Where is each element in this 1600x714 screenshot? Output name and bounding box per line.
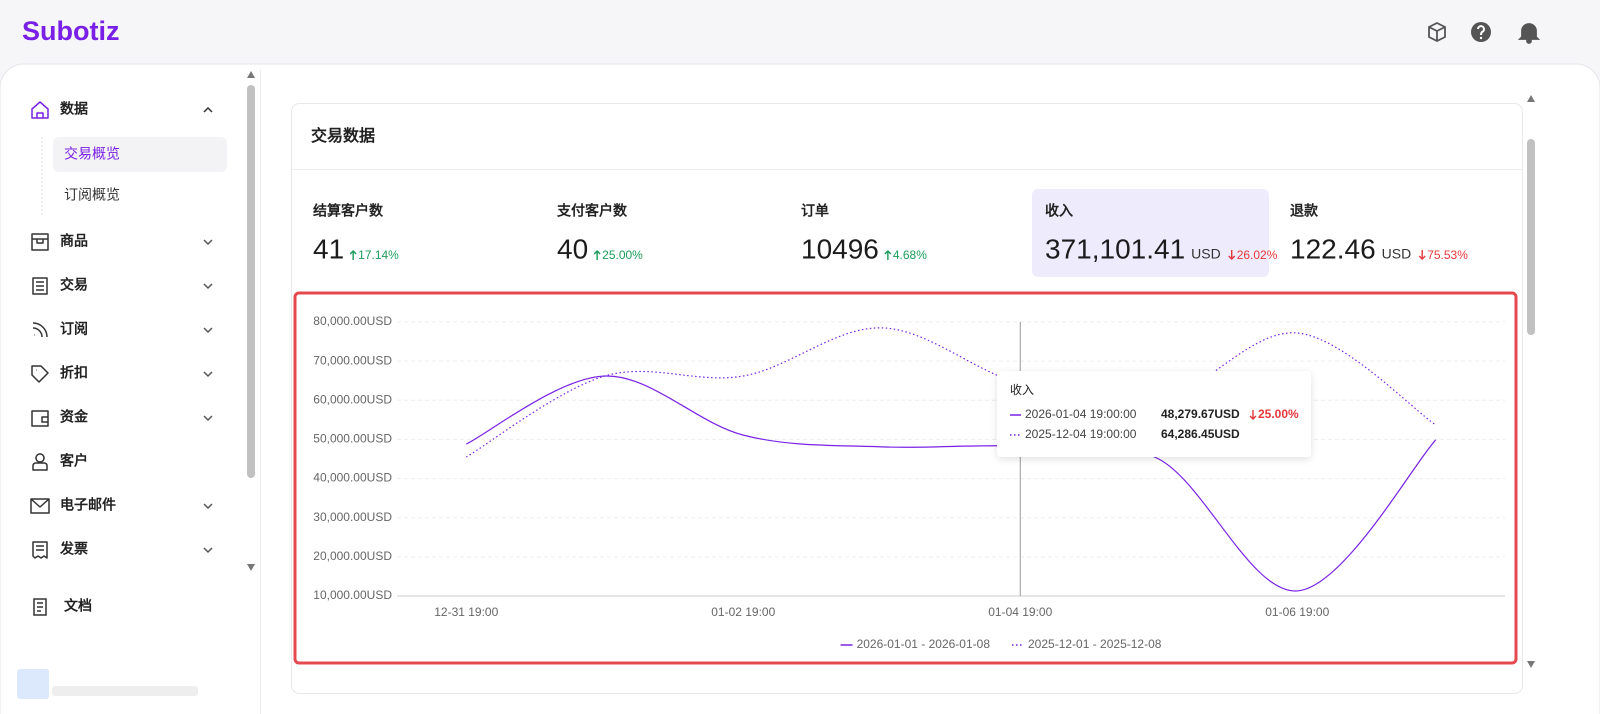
x-tick-label: 01-06 19:00: [1265, 605, 1329, 619]
card-title: 交易数据: [311, 126, 375, 145]
stat-unit: USD: [1382, 246, 1412, 262]
chevron-down: [203, 283, 213, 290]
legend-item[interactable]: 2025-12-01 - 2025-12-08: [1012, 637, 1162, 651]
arrow-down: [1249, 410, 1257, 420]
stat-selected-bg: [1032, 189, 1269, 277]
notification-icon[interactable]: [1517, 23, 1541, 44]
stat-change: 17.14%: [358, 248, 399, 262]
y-tick-label: 30,000.00USD: [313, 510, 392, 524]
stat-label: 支付客户数: [556, 203, 628, 219]
menu-item[interactable]: 资金: [60, 409, 89, 425]
legend-label: 2025-12-01 - 2025-12-08: [1028, 637, 1162, 651]
help-icon[interactable]: [1471, 22, 1491, 42]
chevron-down: [203, 547, 213, 554]
scroll-down[interactable]: [247, 564, 255, 571]
avatar[interactable]: [17, 669, 49, 699]
chevron-down: [203, 415, 213, 422]
stat-value: 122.46: [1290, 233, 1376, 264]
stat-label: 退款: [1290, 203, 1319, 219]
y-tick-label: 50,000.00USD: [313, 432, 392, 446]
line-series: [465, 327, 1437, 458]
docs-icon: [33, 598, 47, 616]
arrow-down: [1228, 250, 1236, 260]
submenu-active-bg: [53, 137, 227, 172]
submenu-item[interactable]: 订阅概览: [64, 187, 120, 203]
chevron-up: [203, 106, 213, 113]
arrow-up: [884, 250, 892, 260]
chevron-down: [203, 239, 213, 246]
arrow-down: [1418, 250, 1426, 260]
menu-item[interactable]: 订阅: [60, 321, 88, 337]
arrow-up: [349, 250, 357, 260]
y-tick-label: 60,000.00USD: [313, 392, 392, 406]
menu-icon: [32, 277, 48, 295]
chevron-down: [203, 327, 213, 334]
stat-value: 10496: [801, 233, 879, 264]
y-tick-label: 20,000.00USD: [313, 549, 392, 563]
account-name: [52, 686, 198, 696]
menu-item[interactable]: 电子邮件: [60, 497, 116, 513]
chart-highlight: [293, 291, 1518, 665]
tooltip-time: 2025-12-04 19:00:00: [1025, 427, 1137, 441]
chevron-down: [203, 371, 213, 378]
scroll-down[interactable]: [1527, 661, 1535, 668]
menu-icon: [31, 101, 49, 119]
scroll-up[interactable]: [247, 71, 255, 78]
tooltip-change: 25.00%: [1258, 407, 1299, 421]
menu-item[interactable]: 交易: [60, 277, 88, 293]
menu-item[interactable]: 数据: [60, 101, 88, 117]
scroll-up[interactable]: [1527, 95, 1535, 102]
menu-icon: [32, 322, 48, 338]
menu-item[interactable]: 商品: [60, 233, 88, 249]
line-series: [465, 375, 1437, 592]
submenu-item[interactable]: 交易概览: [64, 146, 120, 162]
x-tick-label: 01-02 19:00: [711, 605, 775, 619]
package-icon[interactable]: [1428, 21, 1446, 43]
tooltip-value: 48,279.67USD: [1161, 407, 1240, 421]
arrow-up: [593, 250, 601, 260]
menu-icon: [30, 498, 50, 514]
legend-item[interactable]: 2026-01-01 - 2026-01-08: [840, 637, 991, 651]
stat-value: 371,101.41: [1045, 233, 1185, 264]
header-icons: [1428, 21, 1541, 44]
stat-change: 25.00%: [602, 248, 643, 262]
y-tick-label: 40,000.00USD: [313, 471, 392, 485]
menu-item[interactable]: 发票: [59, 541, 88, 557]
menu-item[interactable]: 客户: [59, 453, 88, 469]
tooltip: 收入 2026-01-04 19:00:00 48,279.67USD 25.00% 2…: [997, 371, 1311, 457]
y-tick-label: 10,000.00USD: [313, 588, 392, 602]
menu-icon: [32, 541, 48, 559]
menu-icon: [32, 453, 48, 471]
tooltip-value: 64,286.45USD: [1161, 427, 1240, 441]
brand[interactable]: Subotiz: [22, 16, 119, 46]
menu-icon: [31, 233, 49, 251]
menu-icon: [31, 365, 49, 383]
stat-label: 结算客户数: [313, 203, 384, 219]
stat-value: 40: [557, 233, 588, 264]
y-tick-label: 70,000.00USD: [313, 353, 392, 367]
stat-label: 收入: [1045, 203, 1073, 219]
y-tick-label: 80,000.00USD: [313, 314, 392, 328]
x-tick-label: 12-31 19:00: [434, 605, 498, 619]
tooltip-box: [997, 371, 1311, 457]
stat-change: 26.02%: [1237, 248, 1278, 262]
x-tick-label: 01-04 19:00: [988, 605, 1052, 619]
stat-change: 75.53%: [1427, 248, 1468, 262]
sidebar-scroll-thumb[interactable]: [247, 85, 255, 478]
chevron-down: [203, 503, 213, 510]
menu-icon: [31, 410, 49, 427]
stat-value: 41: [313, 233, 344, 264]
stat-label: 订单: [801, 203, 829, 219]
tooltip-time: 2026-01-04 19:00:00: [1025, 407, 1137, 421]
tooltip-title: 收入: [1010, 383, 1034, 397]
stat-unit: USD: [1191, 246, 1221, 262]
stat-change: 4.68%: [893, 248, 927, 262]
content-scroll-thumb[interactable]: [1527, 139, 1535, 335]
menu-item[interactable]: 折扣: [60, 365, 88, 381]
docs-link[interactable]: 文档: [64, 598, 92, 614]
legend-label: 2026-01-01 - 2026-01-08: [857, 637, 991, 651]
